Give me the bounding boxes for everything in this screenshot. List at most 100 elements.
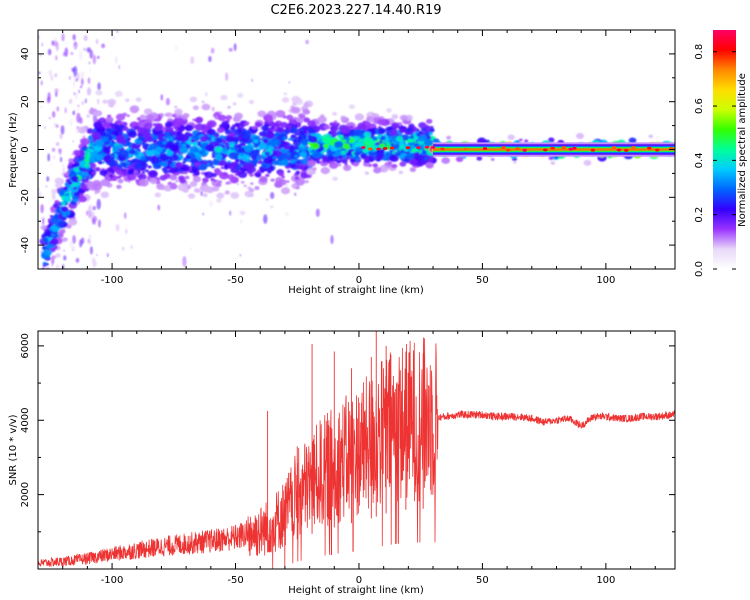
spectrogram-cell [395, 135, 404, 142]
spectrogram-cell [337, 163, 342, 167]
spectrogram-cell [52, 203, 60, 209]
spectrogram-cell [366, 117, 371, 122]
spectrogram-cell [73, 187, 77, 190]
spectrogram-cell [215, 182, 222, 188]
spectrogram-cell [237, 92, 244, 98]
spectrogram-cell [279, 121, 288, 129]
spectrogram-hotspot [522, 148, 527, 152]
spectrogram-cell [323, 124, 331, 130]
spectrogram-cell [47, 218, 52, 222]
spectrogram-cell [216, 192, 225, 199]
spectrogram-hotspot [463, 147, 468, 151]
spectrogram-hotspot [430, 146, 436, 149]
spectrogram-cell [293, 117, 297, 120]
spectrogram-cell [76, 208, 78, 212]
spectrogram-cell [270, 126, 275, 130]
spectrogram-cell [310, 142, 320, 150]
spectrogram-cell [189, 145, 199, 154]
spectrogram-cell [149, 177, 158, 185]
spectrogram-cell [232, 161, 237, 165]
spectrogram-cell [240, 180, 245, 184]
spectrogram-cell [289, 127, 299, 134]
spectrogram-cell [182, 187, 189, 193]
spectrogram-cell [411, 147, 418, 153]
spectrogram-cell [200, 190, 204, 197]
spectrogram-cell [283, 92, 288, 96]
spectrogram-cell [64, 107, 67, 114]
spectrogram-cell [270, 122, 276, 127]
spectrogram-cell [248, 99, 255, 104]
spectrogram-cell [229, 210, 232, 216]
spectrogram-cell [349, 158, 356, 163]
spectrogram-cell [299, 114, 306, 119]
spectrogram-hotspot [424, 145, 430, 149]
spectrogram-cell [121, 168, 127, 173]
spectrogram-cell [209, 200, 213, 208]
spectrogram-cell [63, 249, 65, 252]
spectrogram-cell [167, 140, 173, 145]
spectrogram-cell [202, 177, 209, 183]
spectrogram-cell [96, 198, 101, 210]
spectrogram-cell [49, 238, 59, 246]
spectrogram-cell [207, 128, 216, 136]
spectrogram-hotspot [568, 147, 573, 151]
spectrogram-cell [127, 130, 137, 138]
spectrogram-cell [44, 126, 46, 129]
spectrogram-cell [175, 44, 178, 52]
spectrogram-cell [171, 113, 177, 118]
spectrogram-cell [119, 161, 123, 165]
spectrogram-cell [194, 117, 203, 124]
spectrogram-cell [125, 98, 130, 102]
spectrogram-cell [80, 85, 83, 89]
spectrogram-cell [139, 114, 146, 120]
spectrogram-cell [102, 155, 113, 163]
spectrogram-cell [190, 56, 195, 65]
spectrogram-cell [216, 137, 223, 143]
colorbar-ticks: 0.0 0.2 0.4 0.6 0.8 [694, 44, 736, 277]
spectrogram-cell [238, 171, 248, 179]
spectrogram-cell [287, 170, 291, 173]
spectrogram-cell [241, 128, 247, 133]
spectrogram-cell [246, 126, 249, 129]
spectrogram-cell [333, 120, 338, 123]
spectrogram-cell [300, 128, 304, 132]
spectrogram-cell [340, 126, 351, 134]
spectrogram-cell [123, 122, 128, 126]
spectrogram-cell [106, 253, 109, 258]
spectrogram-cell [357, 122, 367, 130]
spectrogram-cell [86, 87, 92, 96]
spectrogram-cell [378, 134, 383, 138]
spectrogram-cell [71, 164, 77, 168]
spectrogram-cell [394, 151, 402, 157]
spectrogram-hotspot [624, 148, 629, 152]
spectrogram-cell [289, 163, 297, 169]
spectrogram-cell [399, 161, 407, 167]
spectrogram-cell [249, 188, 255, 193]
spectrogram-cell [77, 126, 88, 134]
spectrogram-cell [295, 185, 300, 190]
colorbar-label: Normalized spectral amplitude [737, 73, 748, 227]
spectrogram-cell [357, 159, 362, 163]
spectrogram-cell [86, 128, 94, 134]
spectrogram-cell [112, 35, 116, 41]
spectrogram-cell [93, 111, 100, 116]
spectrogram-marks [38, 30, 675, 269]
spectrogram-cell [281, 97, 290, 103]
spectrogram-cell [345, 165, 350, 169]
spectrogram-cell [194, 123, 205, 131]
spectrogram-cell [145, 169, 149, 173]
spectrogram-cell [109, 156, 115, 161]
spectrogram-cell [79, 160, 87, 166]
spectrogram-cell [490, 157, 495, 161]
spectrogram-cell [294, 176, 300, 180]
spectrogram-cell [232, 102, 237, 106]
spectrogram-cell [386, 108, 392, 113]
snr-ytick-label: 4000 [20, 408, 31, 433]
spectrogram-cell [91, 131, 101, 139]
spectrogram-cell [296, 160, 300, 163]
spectrogram-cell [389, 129, 398, 136]
spectrogram-cell [250, 182, 254, 185]
spectrogram-cell [426, 118, 433, 124]
spectrogram-cell [41, 217, 45, 226]
spectrogram-cell [47, 92, 51, 101]
